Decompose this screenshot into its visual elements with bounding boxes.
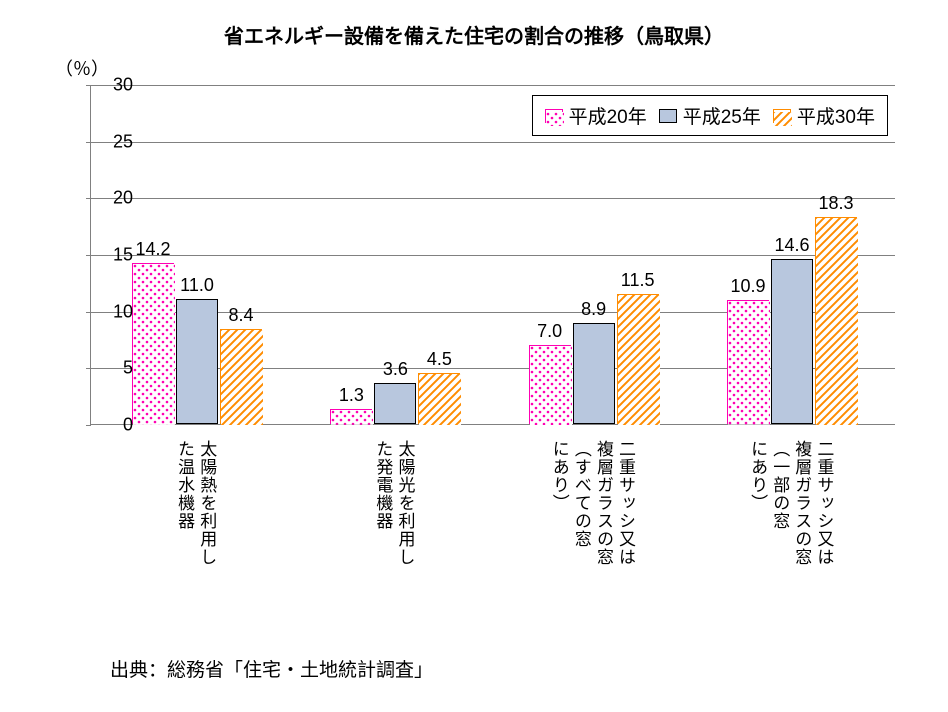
bar-group: 7.08.911.5 bbox=[528, 294, 660, 424]
bar-value-label: 4.5 bbox=[427, 349, 452, 370]
bar-group: 14.211.08.4 bbox=[131, 263, 263, 424]
bar-value-label: 8.4 bbox=[228, 305, 253, 326]
chart-title: 省エネルギー設備を備えた住宅の割合の推移（鳥取県） bbox=[0, 20, 948, 49]
category-label: 太陽熱を利用した温水機器 bbox=[173, 440, 217, 566]
bar: 8.4 bbox=[220, 329, 262, 424]
bar-value-label: 3.6 bbox=[383, 359, 408, 380]
category-label: 二重サッシ又は複層ガラスの窓（すべての窓にあり） bbox=[548, 440, 636, 566]
bar: 8.9 bbox=[573, 323, 615, 424]
bar: 18.3 bbox=[815, 217, 857, 424]
bar: 4.5 bbox=[418, 373, 460, 424]
bar-group: 10.914.618.3 bbox=[726, 217, 858, 424]
ytick-label: 15 bbox=[93, 245, 133, 266]
ytick-label: 30 bbox=[93, 75, 133, 96]
category-label: 太陽光を利用した発電機器 bbox=[371, 440, 415, 566]
bar-value-label: 10.9 bbox=[730, 276, 765, 297]
bar-group: 1.33.64.5 bbox=[329, 373, 461, 424]
legend-label: 平成20年 bbox=[569, 102, 647, 129]
ytick-label: 20 bbox=[93, 188, 133, 209]
legend-item: 平成20年 bbox=[545, 102, 647, 129]
ytick-mark bbox=[86, 312, 91, 313]
ytick-mark bbox=[86, 425, 91, 426]
bar: 14.2 bbox=[132, 263, 174, 424]
ytick-label: 5 bbox=[93, 358, 133, 379]
ytick-mark bbox=[86, 255, 91, 256]
bar-value-label: 1.3 bbox=[339, 385, 364, 406]
legend-item: 平成30年 bbox=[773, 102, 875, 129]
legend-swatch bbox=[659, 109, 677, 123]
source-citation: 出典：総務省「住宅・土地統計調査」 bbox=[110, 655, 433, 682]
bar-value-label: 11.5 bbox=[621, 270, 655, 291]
ytick-label: 25 bbox=[93, 131, 133, 152]
legend-item: 平成25年 bbox=[659, 102, 761, 129]
bar: 11.5 bbox=[617, 294, 659, 424]
ytick-label: 0 bbox=[93, 415, 133, 436]
legend-label: 平成30年 bbox=[797, 102, 875, 129]
legend-swatch bbox=[773, 109, 791, 123]
bar: 14.6 bbox=[771, 259, 813, 424]
bar: 10.9 bbox=[727, 300, 769, 424]
legend-label: 平成25年 bbox=[683, 102, 761, 129]
bar-value-label: 14.2 bbox=[135, 239, 170, 260]
bar: 1.3 bbox=[330, 409, 372, 424]
ytick-mark bbox=[86, 368, 91, 369]
bar-value-label: 8.9 bbox=[581, 299, 606, 320]
bar: 3.6 bbox=[374, 383, 416, 424]
ytick-label: 10 bbox=[93, 301, 133, 322]
bar: 7.0 bbox=[529, 345, 571, 424]
legend: 平成20年 平成25年 平成30年 bbox=[532, 95, 888, 136]
ytick-mark bbox=[86, 85, 91, 86]
bar-value-label: 14.6 bbox=[774, 235, 809, 256]
ytick-mark bbox=[86, 198, 91, 199]
bar-value-label: 18.3 bbox=[818, 193, 853, 214]
ytick-mark bbox=[86, 142, 91, 143]
gridline bbox=[91, 142, 895, 143]
bar-value-label: 11.0 bbox=[180, 275, 214, 296]
category-label: 二重サッシ又は複層ガラスの窓（一部の窓にあり） bbox=[746, 440, 834, 566]
legend-swatch bbox=[545, 109, 563, 123]
bar-value-label: 7.0 bbox=[537, 321, 562, 342]
gridline bbox=[91, 198, 895, 199]
bar: 11.0 bbox=[176, 299, 218, 424]
plot-area: 14.211.08.41.33.64.57.08.911.510.914.618… bbox=[90, 85, 895, 425]
gridline bbox=[91, 85, 895, 86]
